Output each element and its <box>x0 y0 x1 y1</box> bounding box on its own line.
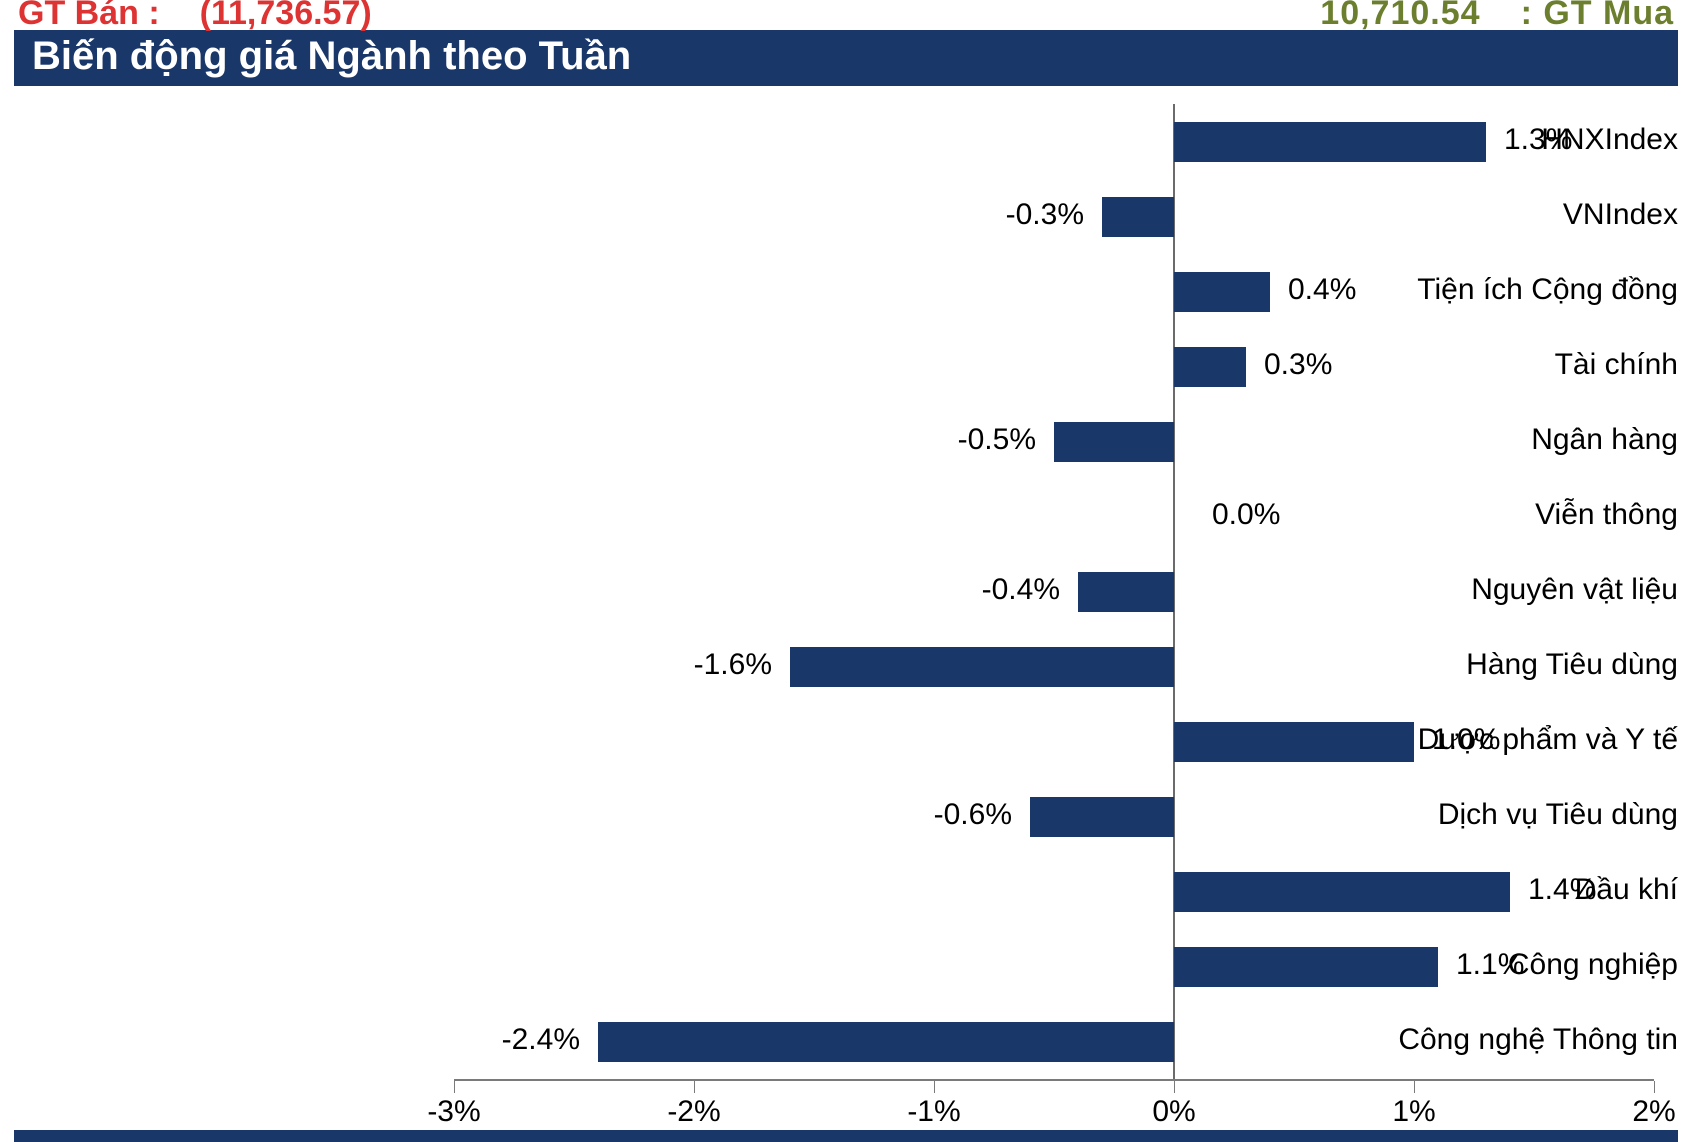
x-tick-label: -3% <box>427 1095 480 1129</box>
x-tick <box>1414 1081 1415 1093</box>
page: GT Bán : (11,736.57) 10,710.54 : GT Mua … <box>0 0 1692 1142</box>
bar <box>790 647 1174 687</box>
value-label: 0.0% <box>1212 498 1280 532</box>
value-label: 1.1% <box>1456 948 1524 982</box>
category-label: Dịch vụ Tiêu dùng <box>1266 798 1678 832</box>
bar <box>1078 572 1174 612</box>
value-label: -0.3% <box>14 198 1084 232</box>
top-left-value: (11,736.57) <box>200 0 372 30</box>
top-left-label: GT Bán : <box>18 0 160 30</box>
value-label: -0.5% <box>14 423 1036 457</box>
bar <box>1102 197 1174 237</box>
value-label: -0.6% <box>14 798 1012 832</box>
chart-title: Biến động giá Ngành theo Tuần <box>32 34 631 78</box>
bar <box>598 1022 1174 1062</box>
category-label: Nguyên vật liệu <box>1266 573 1678 607</box>
bar <box>1174 947 1438 987</box>
value-label: 1.3% <box>1504 123 1572 157</box>
value-label: 1.4% <box>1528 873 1596 907</box>
x-tick <box>694 1081 695 1093</box>
value-label: 1.0% <box>1432 723 1500 757</box>
x-tick-label: -1% <box>907 1095 960 1129</box>
bar <box>1174 722 1414 762</box>
footer-bar <box>14 1130 1678 1142</box>
x-tick-label: -2% <box>667 1095 720 1129</box>
value-label: -1.6% <box>14 648 772 682</box>
top-left-group: GT Bán : (11,736.57) <box>18 0 372 30</box>
bar <box>1030 797 1174 837</box>
bar <box>1174 272 1270 312</box>
plot: -3%-2%-1%0%1%2%HNXIndex1.3%VNIndex-0.3%T… <box>14 98 1678 1139</box>
x-tick <box>1174 1081 1175 1093</box>
category-label: Hàng Tiêu dùng <box>1266 648 1678 682</box>
x-tick <box>1654 1081 1655 1093</box>
x-tick-label: 2% <box>1632 1095 1675 1129</box>
bar <box>1174 122 1486 162</box>
category-label: Công nghệ Thông tin <box>1266 1023 1678 1057</box>
value-label: 0.4% <box>1288 273 1356 307</box>
x-tick <box>454 1081 455 1093</box>
chart-title-bar: Biến động giá Ngành theo Tuần <box>14 30 1678 86</box>
value-label: 0.3% <box>1264 348 1332 382</box>
category-label: Ngân hàng <box>1266 423 1678 457</box>
bar <box>1174 872 1510 912</box>
x-tick <box>934 1081 935 1093</box>
top-right-label: : GT Mua <box>1521 0 1674 30</box>
category-label: Viễn thông <box>1266 498 1678 532</box>
x-tick-label: 1% <box>1392 1095 1435 1129</box>
top-row: GT Bán : (11,736.57) 10,710.54 : GT Mua <box>14 0 1678 30</box>
bar <box>1174 347 1246 387</box>
top-right-group: 10,710.54 : GT Mua <box>1320 0 1674 30</box>
chart-area: -3%-2%-1%0%1%2%HNXIndex1.3%VNIndex-0.3%T… <box>14 98 1678 1139</box>
x-tick-label: 0% <box>1152 1095 1195 1129</box>
value-label: -0.4% <box>14 573 1060 607</box>
category-label: VNIndex <box>1266 198 1678 232</box>
bar <box>1054 422 1174 462</box>
value-label: -2.4% <box>14 1023 580 1057</box>
x-axis-line <box>454 1079 1654 1081</box>
top-right-value: 10,710.54 <box>1320 0 1480 30</box>
